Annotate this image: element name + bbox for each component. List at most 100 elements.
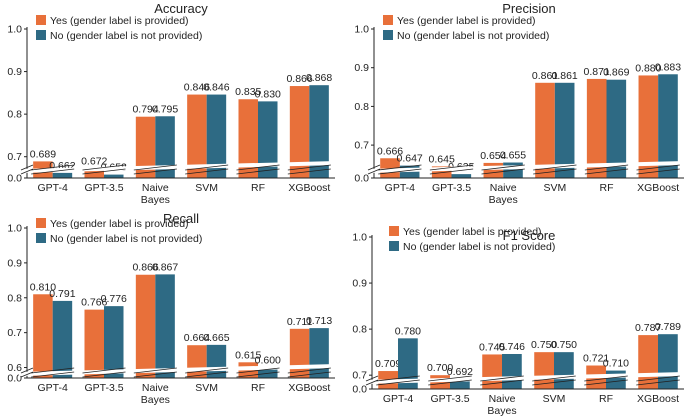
y-tick-label: 0.0 bbox=[352, 384, 367, 396]
x-tick-label-line: Bayes bbox=[141, 194, 170, 206]
data-label: 0.880 bbox=[635, 62, 661, 74]
y-tick-label: 0.9 bbox=[7, 257, 22, 269]
legend-swatch bbox=[389, 241, 399, 251]
y-tick-label: 0.9 bbox=[7, 66, 22, 78]
bar-no bbox=[450, 378, 470, 389]
break-line bbox=[31, 164, 75, 171]
legend-label: No (gender label is not provided) bbox=[50, 30, 202, 42]
x-tick-label: GPT-3.5 bbox=[84, 182, 123, 194]
x-tick-label: RF bbox=[599, 393, 613, 405]
break-line bbox=[82, 371, 126, 378]
break-line bbox=[481, 168, 525, 175]
x-tick-label: SVM bbox=[543, 393, 566, 405]
bar-no bbox=[104, 174, 124, 178]
legend-label: Yes (gender label is provided) bbox=[397, 15, 536, 27]
break-line bbox=[31, 367, 75, 374]
bar-no bbox=[451, 174, 472, 178]
data-label: 0.647 bbox=[397, 153, 423, 165]
break-line bbox=[31, 371, 75, 378]
bar-yes bbox=[187, 345, 207, 378]
bar-no bbox=[206, 94, 227, 178]
data-label: 0.692 bbox=[447, 366, 473, 378]
bar-no bbox=[502, 353, 522, 389]
data-label: 0.780 bbox=[395, 325, 421, 337]
break-line bbox=[82, 367, 126, 374]
legend-label: No (gender label is not provided) bbox=[403, 241, 555, 253]
x-tick-label: Naive Bayes bbox=[489, 182, 518, 206]
bar-no bbox=[658, 74, 678, 178]
data-label: 0.710 bbox=[603, 358, 629, 370]
bar-no bbox=[606, 79, 627, 178]
data-label: 0.689 bbox=[30, 148, 56, 160]
x-tick-label: GPT-3.5 bbox=[84, 382, 123, 394]
break-line bbox=[636, 379, 680, 386]
data-label: 0.766 bbox=[81, 297, 107, 309]
break-line bbox=[636, 164, 680, 171]
data-label: 0.711 bbox=[287, 316, 313, 328]
bar-yes bbox=[84, 168, 104, 178]
x-tick-label: Naive Bayes bbox=[141, 182, 170, 206]
y-tick-label: 0.7 bbox=[7, 327, 22, 339]
chart-panel: Accuracy0.00.70.80.91.00.6890.662GPT-40.… bbox=[7, 1, 338, 206]
bar-no bbox=[554, 82, 575, 178]
break-line bbox=[185, 164, 229, 171]
break-line bbox=[185, 371, 229, 378]
data-label: 0.868 bbox=[306, 72, 332, 84]
axis-break bbox=[18, 364, 338, 376]
break-line bbox=[287, 168, 331, 175]
bar-yes bbox=[33, 294, 53, 378]
bar-no bbox=[554, 352, 574, 389]
legend-swatch bbox=[389, 226, 399, 236]
break-line bbox=[236, 168, 280, 175]
y-tick-label: 0.7 bbox=[352, 370, 367, 382]
data-label: 0.750 bbox=[551, 339, 577, 351]
x-tick-label-line: Bayes bbox=[489, 194, 518, 206]
break-line bbox=[428, 375, 472, 382]
chart-title: F1 Score bbox=[503, 228, 556, 243]
data-label: 0.787 bbox=[635, 322, 661, 334]
break-line bbox=[532, 379, 576, 386]
axis-break bbox=[18, 161, 338, 173]
bar-no bbox=[258, 367, 278, 378]
data-label: 0.861 bbox=[552, 70, 578, 82]
y-tick-label: 1.0 bbox=[7, 223, 22, 235]
x-tick-label-line: Bayes bbox=[141, 394, 170, 406]
break-line bbox=[133, 371, 177, 378]
data-label: 0.721 bbox=[583, 353, 609, 365]
break-line bbox=[636, 168, 680, 175]
data-label: 0.830 bbox=[255, 88, 281, 100]
break-line bbox=[378, 168, 422, 175]
legend-swatch bbox=[36, 218, 46, 228]
break-line bbox=[133, 168, 177, 175]
break-line bbox=[185, 367, 229, 374]
chart-title: Recall bbox=[163, 211, 199, 226]
break-line bbox=[82, 164, 126, 171]
x-tick-label: RF bbox=[251, 182, 265, 194]
x-tick-label-line: Bayes bbox=[487, 405, 516, 417]
x-tick-label: Naive Bayes bbox=[487, 393, 516, 417]
chart-panel: F1 Score 0.0 0.7 0.8 0.9 1.0 0.709 0.780 GPT-4 0.… bbox=[352, 226, 685, 417]
legend-swatch bbox=[36, 15, 46, 25]
legend-label: Yes (gender label is provided) bbox=[50, 15, 189, 27]
data-label: 0.883 bbox=[655, 61, 681, 73]
bar-yes bbox=[638, 75, 659, 178]
data-label: 0.869 bbox=[603, 67, 629, 79]
bar-yes bbox=[535, 82, 555, 178]
y-tick-label: 0.0 bbox=[7, 173, 22, 185]
bar-yes bbox=[84, 309, 104, 378]
data-label: 0.666 bbox=[377, 145, 403, 157]
data-label: 0.672 bbox=[81, 156, 107, 168]
x-tick-label: SVM bbox=[195, 382, 218, 394]
legend-label: No (gender label is not provided) bbox=[397, 30, 549, 42]
x-tick-label: GPT-3.5 bbox=[432, 182, 471, 194]
data-label: 0.665 bbox=[203, 332, 229, 344]
break-line bbox=[378, 164, 422, 171]
data-label: 0.866 bbox=[286, 73, 312, 85]
break-line bbox=[287, 371, 331, 378]
break-line bbox=[480, 379, 524, 386]
break-line bbox=[584, 375, 628, 382]
axis-break bbox=[363, 372, 685, 384]
x-tick-label: XGBoost bbox=[288, 182, 330, 194]
y-tick-label: 0.0 bbox=[7, 373, 22, 385]
break-mark bbox=[367, 164, 381, 175]
